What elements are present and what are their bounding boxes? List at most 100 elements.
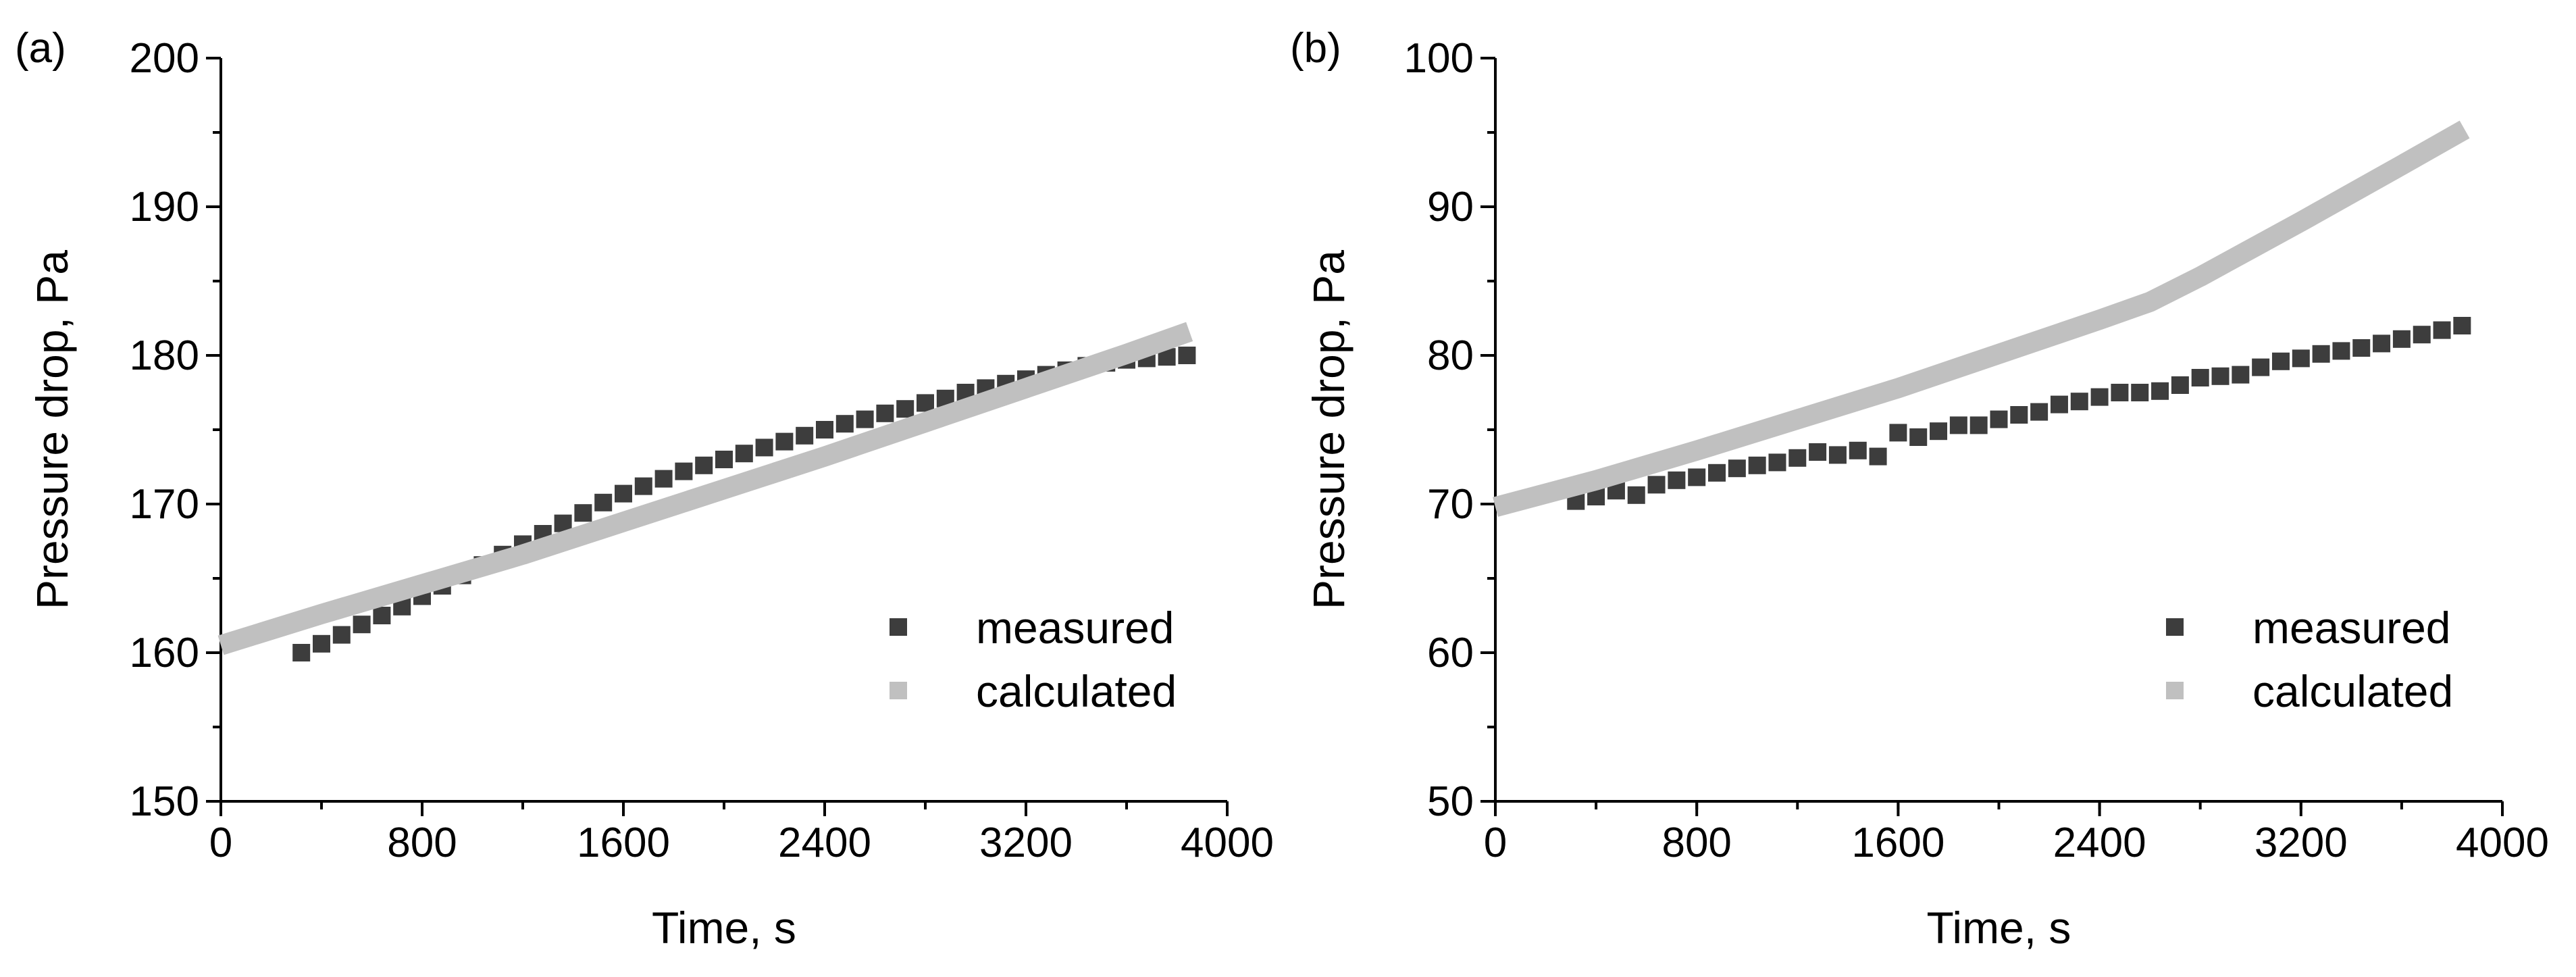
x-tick-label: 1600 [577, 820, 670, 866]
panel-label: (b) [1290, 25, 1341, 72]
measured-point [755, 439, 773, 457]
legend-calculated-label: calculated [976, 666, 1177, 716]
measured-point [715, 451, 733, 468]
measured-point [353, 616, 371, 634]
measured-point [2010, 406, 2028, 424]
measured-point [1969, 416, 1988, 434]
measured-point [1930, 422, 1948, 441]
measured-point [2352, 339, 2371, 357]
x-tick-label: 4000 [1181, 820, 1274, 866]
measured-point [896, 400, 915, 418]
measured-point [2111, 384, 2129, 401]
x-axis-title: Time, s [652, 903, 796, 953]
measured-point [1909, 428, 1928, 446]
measured-point [2413, 326, 2431, 344]
measured-point [2131, 384, 2149, 401]
measured-point [634, 477, 652, 495]
x-tick-label: 3200 [979, 820, 1073, 866]
measured-point [1708, 464, 1726, 482]
measured-point [1768, 453, 1786, 472]
y-tick-label: 100 [1404, 35, 1474, 82]
measured-point [2171, 376, 2189, 394]
x-tick-label: 0 [209, 820, 232, 866]
y-tick-label: 150 [130, 778, 199, 825]
measured-point [2211, 367, 2230, 385]
measured-point [2232, 366, 2250, 384]
measured-point [654, 470, 673, 488]
measured-point [574, 504, 592, 522]
measured-point [735, 445, 753, 463]
measured-point [2292, 349, 2310, 368]
x-axis-title: Time, s [1927, 903, 2071, 953]
measured-point [876, 404, 894, 422]
y-tick-label: 80 [1427, 332, 1474, 379]
measured-point [2191, 369, 2209, 386]
measured-point [2151, 382, 2169, 400]
x-tick-label: 800 [387, 820, 457, 866]
measured-point [1178, 347, 1196, 364]
x-tick-label: 2400 [778, 820, 871, 866]
measured-point [835, 415, 854, 433]
legend-measured-marker [2166, 618, 2184, 636]
measured-point [373, 607, 391, 624]
measured-point [1809, 443, 1827, 461]
measured-point [1869, 447, 1887, 466]
legend-calculated-marker [2166, 682, 2184, 699]
x-tick-label: 3200 [2255, 820, 2348, 866]
measured-point [594, 493, 613, 511]
measured-point [2252, 358, 2270, 376]
measured-point [675, 462, 693, 480]
legend: measured calculated [2166, 603, 2453, 716]
measured-point [2392, 330, 2411, 348]
x-tick-label: 800 [1661, 820, 1731, 866]
legend-measured-label: measured [2252, 603, 2451, 653]
measured-point [292, 644, 311, 661]
measured-point [2433, 321, 2451, 339]
measured-point [2030, 403, 2049, 421]
measured-point [1688, 468, 1706, 486]
measured-point [917, 394, 934, 412]
measured-point [2373, 334, 2391, 353]
x-tick-label: 4000 [2456, 820, 2549, 866]
y-tick-label: 70 [1427, 481, 1474, 528]
y-tick-label: 170 [130, 481, 199, 528]
measured-point [1647, 476, 1666, 494]
panel-a: (a) 0 800 1600 2400 3200 4000 150 160 170 180 190 20… [15, 25, 1274, 953]
measured-point [615, 484, 632, 503]
y-tick-label: 50 [1427, 778, 1474, 825]
measured-point [856, 410, 874, 428]
measured-point [1728, 459, 1746, 478]
measured-point [695, 456, 713, 474]
measured-point [2312, 345, 2330, 363]
measured-point [816, 421, 833, 439]
legend-calculated-marker [890, 682, 907, 699]
measured-point [332, 626, 351, 644]
x-tick-label: 1600 [1851, 820, 1944, 866]
y-tick-label: 190 [130, 184, 199, 230]
legend-calculated-label: calculated [2252, 666, 2453, 716]
measured-point [1668, 471, 1686, 489]
legend-measured-marker [890, 618, 907, 636]
calculated-series-line [217, 322, 1193, 655]
measured-point [1788, 449, 1807, 467]
measured-point [1627, 486, 1645, 504]
measured-point [796, 426, 814, 445]
measured-point [2271, 352, 2290, 370]
calculated-series-line [1493, 120, 2470, 517]
measured-point [2332, 342, 2350, 360]
panel-b: (b) 0 800 1600 2400 3200 4000 50 60 70 80 90 100 Time… [1290, 25, 2549, 953]
measured-point [2090, 388, 2109, 406]
measured-point [1889, 424, 1907, 442]
y-tick-label: 60 [1427, 630, 1474, 676]
measured-point [775, 432, 794, 451]
measured-point [1748, 456, 1766, 474]
x-tick-label: 0 [1484, 820, 1507, 866]
legend: measured calculated [890, 603, 1177, 716]
measured-point [2070, 393, 2088, 411]
measured-point [1990, 410, 2008, 428]
y-axis-title: Pressure drop, Pa [27, 250, 77, 609]
y-tick-label: 200 [130, 35, 199, 82]
measured-point [2050, 395, 2068, 414]
